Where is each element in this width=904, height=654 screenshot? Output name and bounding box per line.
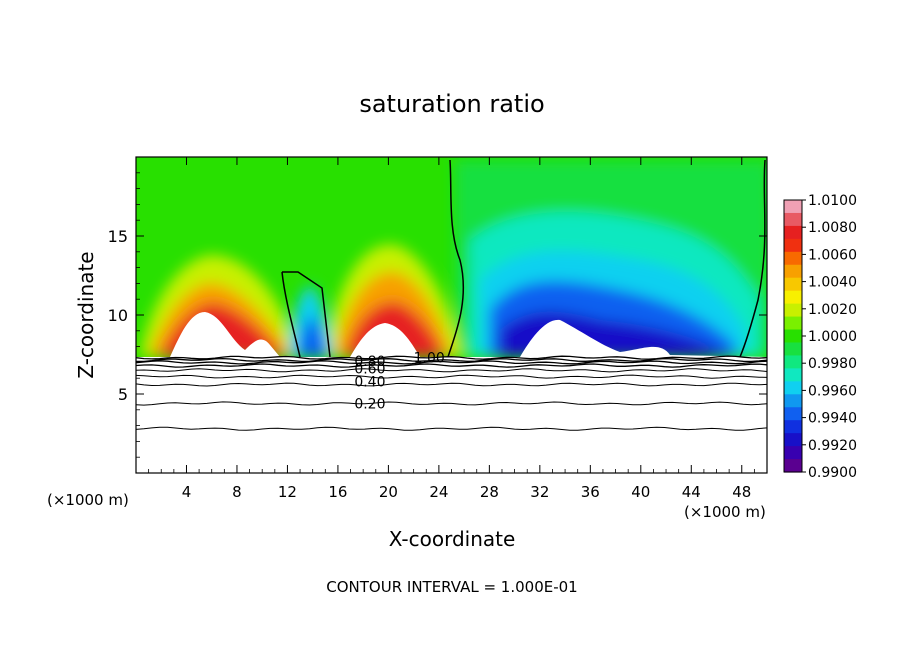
colorbar-swatch	[784, 381, 802, 395]
colorbar-label: 0.9940	[808, 411, 857, 427]
contour-line	[135, 363, 768, 368]
contour-label: 0.20	[354, 396, 385, 412]
colorbar-swatch	[784, 225, 802, 240]
x-axis: 4 8 12 16 20 24 28 32 36 40 44 48	[148, 157, 755, 501]
colorbar-label: 1.0020	[808, 302, 857, 318]
x-tick-label: 36	[581, 483, 600, 501]
y-tick-label: 15	[108, 227, 128, 246]
colorbar-swatch	[784, 329, 802, 344]
colorbar-swatch	[784, 251, 802, 266]
colorbar-swatch	[784, 355, 802, 369]
contour-label: 1.00	[414, 351, 445, 367]
x-tick-label: 40	[631, 483, 650, 501]
contour-line	[135, 401, 768, 406]
contour-label: 0.80	[354, 354, 385, 370]
contour-line	[135, 382, 768, 387]
contour-line	[135, 426, 768, 431]
x-tick-label: 8	[232, 483, 242, 501]
colorbar-label: 0.9980	[808, 356, 857, 372]
y-tick-label: 10	[108, 306, 128, 325]
colorbar-label: 1.0100	[808, 193, 857, 209]
plot-area: 1.00 0.800.600.40 0.20	[135, 156, 768, 474]
x-tick-label: 4	[182, 483, 192, 501]
colorbar-label: 0.9900	[808, 465, 857, 481]
colorbar-label: 1.0060	[808, 247, 857, 263]
colorbar-swatch	[784, 394, 802, 408]
contour-labels: 1.00 0.800.600.40 0.20	[354, 351, 444, 413]
chart-title: saturation ratio	[359, 90, 544, 118]
colorbar-swatch	[784, 342, 802, 357]
saturation-field	[136, 157, 767, 357]
x-unit-label-left: (×1000 m)	[47, 491, 129, 509]
x-tick-label: 48	[732, 483, 751, 501]
colorbar-label: 1.0040	[808, 275, 857, 291]
contour-label: 0.40	[354, 374, 385, 390]
colorbar-label: 1.0000	[808, 329, 857, 345]
colorbar-swatch	[784, 446, 802, 460]
x-unit-label-right: (×1000 m)	[684, 503, 766, 521]
colorbar-swatch	[784, 368, 802, 382]
colorbar-swatch	[784, 264, 802, 279]
colorbar: 1.0100 1.0080 1.0060 1.0040 1.0020 1.0000 0.99…	[783, 193, 857, 481]
y-tick-label: 5	[118, 385, 128, 404]
contour-line	[135, 360, 768, 365]
x-tick-label: 24	[429, 483, 448, 501]
y-axis-label: Z-coordinate	[74, 251, 98, 378]
colorbar-swatch	[784, 290, 802, 305]
colorbar-label: 1.0080	[808, 220, 857, 236]
contour-line	[135, 374, 768, 379]
colorbar-swatch	[784, 303, 802, 318]
colorbar-swatch	[784, 407, 802, 421]
x-tick-label: 12	[278, 483, 297, 501]
colorbar-swatch	[784, 316, 802, 331]
contour-line	[135, 355, 768, 360]
contour-line	[135, 368, 768, 373]
x-tick-label: 16	[328, 483, 347, 501]
x-tick-label: 28	[480, 483, 499, 501]
y-axis: 5 10 15	[108, 172, 767, 458]
colorbar-swatch	[784, 200, 802, 214]
contour-lines	[135, 355, 768, 431]
colorbar-swatch	[784, 212, 802, 227]
contour-interval-note: CONTOUR INTERVAL = 1.000E-01	[326, 578, 577, 596]
colorbar-label: 0.9960	[808, 383, 857, 399]
x-tick-label: 44	[682, 483, 701, 501]
x-tick-label: 20	[379, 483, 398, 501]
colorbar-swatch	[784, 420, 802, 434]
colorbar-swatch	[784, 459, 802, 473]
x-tick-label: 32	[530, 483, 549, 501]
colorbar-label: 0.9920	[808, 438, 857, 454]
x-axis-label: X-coordinate	[389, 527, 516, 551]
colorbar-swatch	[784, 277, 802, 292]
contour-label: 0.60	[354, 362, 385, 378]
colorbar-swatch	[784, 433, 802, 447]
contour-line	[136, 357, 768, 363]
colorbar-swatch	[784, 238, 802, 253]
